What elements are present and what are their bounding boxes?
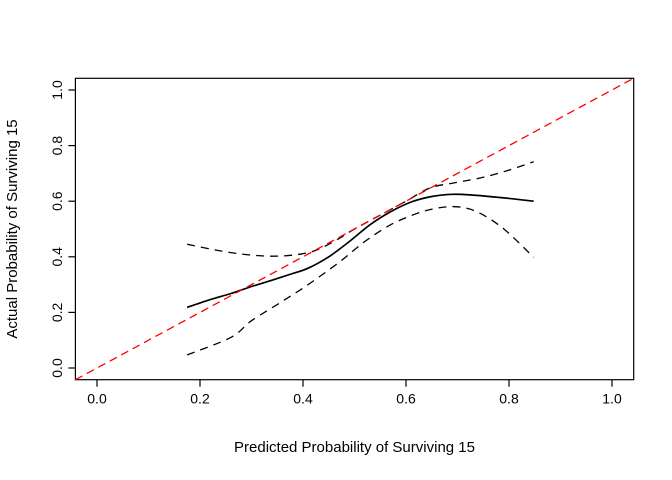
x-tick-label: 0.6 bbox=[396, 391, 416, 407]
y-tick-label: 0.2 bbox=[49, 302, 65, 322]
y-tick-label: 0.0 bbox=[49, 358, 65, 378]
y-tick-label: 1.0 bbox=[49, 80, 65, 100]
ideal-reference-line-path bbox=[75, 77, 634, 381]
x-tick-label: 0.2 bbox=[190, 391, 210, 407]
x-tick-label: 0.0 bbox=[87, 391, 107, 407]
plot-series-group bbox=[75, 77, 634, 381]
x-axis: 0.0 0.2 0.4 0.6 0.8 1.0 bbox=[87, 379, 622, 407]
y-tick-label: 0.4 bbox=[49, 247, 65, 267]
lower-confidence-band-path bbox=[186, 205, 535, 356]
y-tick-label: 0.8 bbox=[49, 136, 65, 156]
x-axis-title: Predicted Probability of Surviving 15 bbox=[234, 439, 475, 456]
calibration-curve-path bbox=[186, 193, 534, 309]
x-tick-label: 1.0 bbox=[602, 391, 622, 407]
y-axis: 0.0 0.2 0.4 0.6 0.8 1.0 bbox=[49, 80, 76, 378]
x-tick-label: 0.4 bbox=[293, 391, 313, 407]
y-axis-title: Actual Probability of Surviving 15 bbox=[4, 119, 21, 338]
y-tick-label: 0.6 bbox=[49, 191, 65, 211]
upper-confidence-band-path bbox=[186, 161, 534, 257]
x-tick-label: 0.8 bbox=[499, 391, 519, 407]
plot-box bbox=[74, 77, 635, 381]
